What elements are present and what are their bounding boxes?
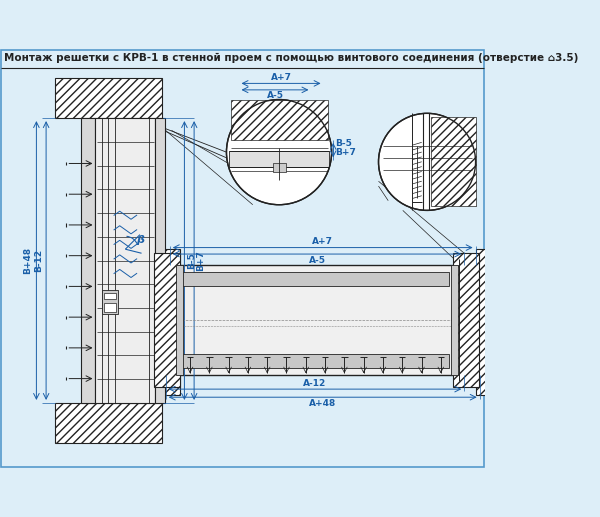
Bar (95, 118, 155, 403)
Bar (102, 290, 118, 314)
Bar (55, 403, 162, 443)
Circle shape (379, 113, 476, 210)
Text: B-12: B-12 (34, 249, 43, 272)
Bar (182, 272, 449, 286)
Bar (230, 100, 328, 140)
Bar (155, 118, 165, 403)
Text: B-5: B-5 (187, 252, 196, 269)
Text: A-5: A-5 (308, 256, 326, 265)
Text: B-5: B-5 (335, 139, 352, 148)
Bar (55, 78, 162, 118)
Bar (451, 265, 458, 374)
Text: Монтаж решетки с КРВ-1 в стенной проем с помощью винтового соединения (отверстие: Монтаж решетки с КРВ-1 в стенной проем с… (4, 53, 578, 64)
Circle shape (226, 100, 332, 205)
Bar (229, 150, 329, 166)
Bar (178, 265, 453, 374)
Bar (104, 302, 116, 312)
Text: A-12: A-12 (304, 378, 326, 388)
Text: B+7: B+7 (335, 148, 356, 157)
Bar (81, 118, 95, 403)
Text: B+7: B+7 (197, 250, 206, 271)
Text: A-5: A-5 (266, 92, 283, 100)
Text: A+7: A+7 (271, 73, 292, 82)
Bar (476, 249, 502, 395)
Bar (272, 163, 286, 172)
Text: B+48: B+48 (23, 247, 32, 274)
Text: A+48: A+48 (309, 399, 337, 408)
Bar (431, 117, 476, 206)
Bar (176, 265, 183, 374)
Bar (104, 293, 116, 299)
Bar (453, 253, 479, 387)
Text: β: β (136, 235, 144, 245)
Bar (182, 354, 449, 368)
Text: A+7: A+7 (312, 237, 333, 246)
Bar (154, 249, 179, 395)
Bar (154, 253, 179, 387)
